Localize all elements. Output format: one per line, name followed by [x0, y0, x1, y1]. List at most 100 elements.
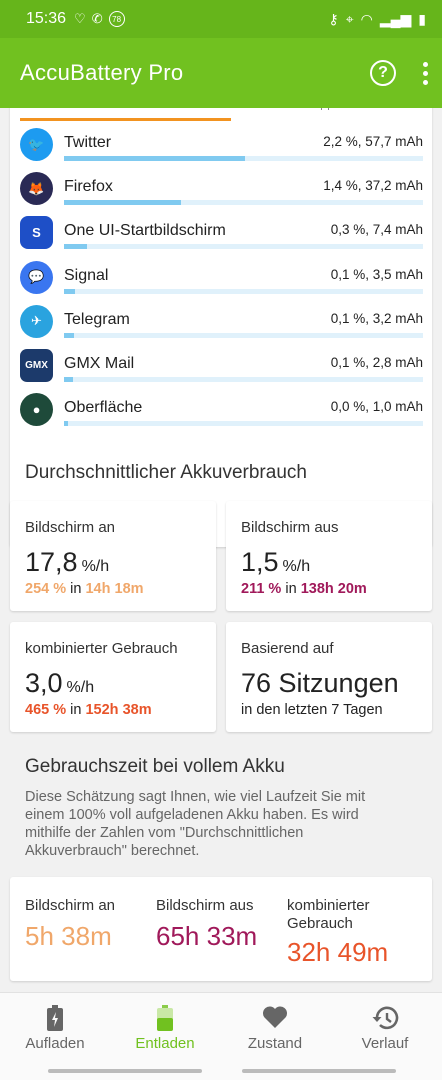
- full-battery-description: Diese Schätzung sagt Ihnen, wie viel Lau…: [25, 789, 366, 859]
- app-usage-value: 0,3 %, 7,4 mAh: [330, 222, 423, 238]
- chart-tick: [321, 108, 329, 110]
- usage-bar-fill: [64, 288, 75, 294]
- key-icon: ⚷: [328, 10, 339, 27]
- usage-bar-fill: [64, 377, 73, 382]
- app-usage-row[interactable]: S One UI-Startbildschirm 0,3 %, 7,4 mAh: [20, 215, 423, 259]
- screen-on-card: Bildschirm an 17,8 %/h 254 % in 14h 18m: [10, 501, 216, 611]
- screen-on-time: 14h 18m: [85, 581, 144, 597]
- battery-charging-icon: [47, 1005, 63, 1031]
- twitter-icon: 🐦: [20, 128, 53, 161]
- combined-summary: 465 % in 152h 38m: [25, 702, 152, 718]
- app-name: GMX Mail: [64, 355, 135, 372]
- signal-icon: 💬: [20, 260, 53, 294]
- screen-off-time: 138h 20m: [300, 581, 367, 597]
- combined-percent: 465 %: [25, 702, 67, 718]
- status-time: 15:36: [26, 10, 67, 27]
- more-options-icon[interactable]: [422, 61, 428, 85]
- sessions-period: in den letzten 7 Tagen: [241, 702, 383, 718]
- usage-bar-track: [64, 156, 423, 161]
- wifi-icon: ◠: [360, 10, 373, 27]
- history-icon: [372, 1006, 399, 1030]
- app-usage-row[interactable]: 💬 Signal 0,1 %, 3,5 mAh: [20, 260, 423, 304]
- usage-bar-fill: [64, 200, 181, 206]
- app-name: Twitter: [64, 134, 112, 151]
- gmx-mail-icon: GMX: [20, 349, 53, 382]
- app-usage-value: 1,4 %, 37,2 mAh: [323, 178, 423, 194]
- app-usage-card: 🐦 Twitter 2,2 %, 57,7 mAh 🦊 Firefox 1,4 %, 37…: [10, 108, 432, 547]
- app-name: Firefox: [64, 178, 113, 196]
- usage-bar-track: [64, 200, 423, 206]
- telegram-icon: ✈: [20, 304, 53, 338]
- app-usage-row[interactable]: ● Oberfläche 0,0 %, 1,0 mAh: [20, 392, 423, 436]
- app-name: Oberfläche: [64, 399, 143, 417]
- gesture-handle-right: [242, 1069, 396, 1073]
- screen-off-percent: 211 %: [241, 581, 282, 597]
- full-combined-value: 32h 49m: [287, 937, 389, 967]
- usage-bar-track: [64, 244, 423, 250]
- screen-on-summary: 254 % in 14h 18m: [25, 581, 144, 597]
- screen-off-label: Bildschirm aus: [241, 519, 339, 536]
- app-name: One UI-Startbildschirm: [64, 222, 226, 240]
- app-usage-row[interactable]: 🐦 Twitter 2,2 %, 57,7 mAh: [20, 127, 423, 171]
- notification-icons: ♡ ✆ 78: [74, 11, 125, 27]
- firefox-icon: 🦊: [20, 172, 53, 206]
- screen-on-percent: 254 %: [25, 581, 67, 597]
- usage-bar-track: [64, 288, 423, 294]
- gesture-handle-left: [48, 1069, 202, 1073]
- app-usage-value: 0,1 %, 3,5 mAh: [330, 266, 423, 282]
- nav-zustand[interactable]: Zustand: [220, 993, 330, 1063]
- app-title: AccuBattery Pro: [20, 60, 184, 85]
- app-usage-value: 0,0 %, 1,0 mAh: [330, 399, 423, 415]
- app-usage-value: 0,1 %, 2,8 mAh: [330, 355, 423, 370]
- system-icons: ⚷ ⌖ ◠ ▂▄▆ ▮: [328, 11, 426, 28]
- system-ui-icon: ●: [20, 393, 53, 427]
- app-usage-value: 2,2 %, 57,7 mAh: [323, 134, 423, 149]
- based-on-label: Basierend auf: [241, 640, 334, 657]
- combined-rate: 3,0 %/h: [25, 668, 95, 698]
- help-icon[interactable]: ?: [370, 60, 396, 86]
- combined-time: 152h 38m: [85, 702, 152, 718]
- full-screen-on: Bildschirm an 5h 38m: [25, 897, 116, 951]
- usage-bar-fill: [64, 244, 88, 250]
- usage-bar-track: [64, 377, 423, 382]
- full-combined: kombinierter Gebrauch 32h 49m: [287, 897, 407, 968]
- combined-label: kombinierter Gebrauch: [25, 640, 178, 657]
- app-bar: AccuBattery Pro ?: [0, 38, 442, 108]
- combined-usage-card: kombinierter Gebrauch 3,0 %/h 465 % in 15…: [10, 622, 216, 732]
- one-ui-home-icon: S: [20, 216, 53, 250]
- full-screen-on-value: 5h 38m: [25, 921, 112, 951]
- usage-bar-fill: [64, 156, 246, 161]
- average-usage-title: Durchschnittlicher Akkuverbrauch: [25, 462, 307, 483]
- screen-on-label: Bildschirm an: [25, 519, 116, 536]
- app-name: Telegram: [64, 310, 130, 328]
- sessions-count: 76 Sitzungen: [241, 668, 399, 698]
- heart-icon: [262, 1006, 288, 1028]
- app-usage-row[interactable]: ✈ Telegram 0,1 %, 3,2 mAh: [20, 304, 423, 348]
- heart-rate-icon: ♡: [74, 11, 86, 26]
- screen-off-rate: 1,5 %/h: [241, 547, 311, 577]
- bottom-navigation: Aufladen Entladen Zustand Verlauf: [0, 992, 442, 1080]
- app-usage-value: 0,1 %, 3,2 mAh: [330, 310, 423, 326]
- nav-verlauf[interactable]: Verlauf: [330, 993, 440, 1063]
- battery-status-icon: ▮: [418, 10, 426, 27]
- full-screen-off-value: 65h 33m: [156, 921, 258, 951]
- status-bar: 15:36 ♡ ✆ 78 ⚷ ⌖ ◠ ▂▄▆ ▮: [0, 0, 442, 38]
- missed-call-icon: ✆: [91, 11, 103, 26]
- battery-discharging-icon: [157, 1005, 173, 1031]
- nav-aufladen[interactable]: Aufladen: [0, 993, 110, 1063]
- app-name: Signal: [64, 266, 109, 284]
- nav-entladen[interactable]: Entladen: [110, 993, 220, 1063]
- content-scroll[interactable]: 🐦 Twitter 2,2 %, 57,7 mAh 🦊 Firefox 1,4 %, 37…: [0, 108, 442, 992]
- app-usage-row[interactable]: GMX GMX Mail 0,1 %, 2,8 mAh: [20, 348, 423, 392]
- app-usage-row[interactable]: 🦊 Firefox 1,4 %, 37,2 mAh: [20, 171, 423, 215]
- full-battery-card: Bildschirm an 5h 38m Bildschirm aus 65h …: [10, 877, 432, 981]
- signal-strength-icon: ▂▄▆: [379, 10, 412, 27]
- usage-bar-fill: [64, 421, 68, 427]
- screen-off-card: Bildschirm aus 1,5 %/h 211 % in 138h 20m: [226, 501, 432, 611]
- full-screen-off: Bildschirm aus 65h 33m: [156, 897, 258, 951]
- chart-line: [20, 118, 231, 121]
- screen-on-rate: 17,8 %/h: [25, 547, 110, 577]
- usage-bar-track: [64, 332, 423, 338]
- usage-bar-track: [64, 421, 423, 427]
- location-icon: ⌖: [345, 10, 354, 27]
